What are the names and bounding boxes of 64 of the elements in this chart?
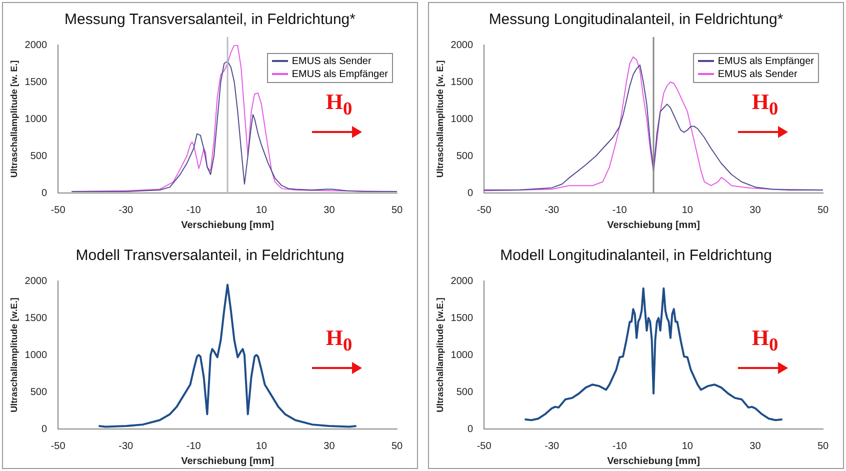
y-tick-label: 0 [41,424,48,435]
y-tick-label: 1500 [450,312,474,324]
x-tick-label: 10 [256,204,268,216]
annotation: H$_{0}$ [752,89,778,120]
x-tick-label: -30 [118,440,134,452]
x-tick-label: 50 [817,204,829,216]
y-tick-label: 0 [467,424,474,435]
legend-label: EMUS als Sender [716,68,798,81]
x-tick-label: 30 [750,440,762,452]
chart-title: Messung Transversalanteil, in Feldrichtung* [64,11,356,28]
x-tick-label: 30 [750,204,762,216]
y-tick-label: 1000 [450,114,474,125]
y-tick-label: 500 [30,386,48,398]
x-tick-label: 10 [256,440,268,452]
x-tick-label: 30 [324,440,336,452]
x-tick-label: -30 [544,204,560,216]
x-tick-label: -50 [50,440,66,452]
y-tick-label: 0 [41,188,48,199]
x-tick-label: -10 [186,204,202,216]
x-tick-label: 10 [682,440,694,452]
y-tick-label: 1000 [450,350,474,361]
legend-label: EMUS als Empfänger [290,68,388,81]
y-axis-title: Ultraschallamplitude [w.E.] [8,298,19,412]
x-axis-title: Verschiebung [mm] [607,220,700,231]
legend-label: EMUS als Empfänger [716,55,814,68]
y-tick-label: 2000 [24,40,48,51]
y-tick-label: 2000 [450,40,474,51]
y-tick-label: 1000 [24,350,48,361]
x-axis-title: Verschiebung [mm] [181,456,274,467]
x-tick-label: -30 [118,204,134,216]
x-tick-label: -10 [186,440,202,452]
y-tick-label: 500 [456,386,474,398]
y-axis-title: Ultraschallamplitude [w.E.] [434,298,445,412]
x-tick-label: -50 [50,204,66,216]
y-tick-label: 1500 [24,312,48,324]
chart-title: Modell Transversalanteil, in Feldrichtung [74,247,346,264]
x-axis-title: Verschiebung [mm] [607,456,700,467]
y-tick-label: 1500 [24,76,48,88]
chart-title: Modell Longitudinalanteil, in Feldrichtung [499,247,773,264]
annotation: H$_{0}$ [326,325,352,356]
x-axis-title: Verschiebung [mm] [181,220,274,231]
x-tick-label: 10 [682,204,694,216]
y-tick-label: 500 [30,150,48,162]
x-tick-label: 50 [817,440,829,452]
y-tick-label: 2000 [450,276,474,287]
x-tick-label: -50 [476,204,492,216]
y-tick-label: 500 [456,150,474,162]
x-tick-label: 30 [324,204,336,216]
x-tick-label: 50 [391,440,403,452]
y-tick-label: 0 [467,188,474,199]
x-tick-label: 50 [391,204,403,216]
y-axis-title: Ultraschallamplitude [w. E.] [434,60,445,178]
x-tick-label: -30 [544,440,560,452]
x-tick-label: -50 [476,440,492,452]
x-tick-label: -10 [612,440,628,452]
x-tick-label: -10 [612,204,628,216]
annotation: H$_{0}$ [752,325,778,356]
y-tick-label: 1500 [450,76,474,88]
chart-title: Messung Longitudinalanteil, in Feldrichtung* [488,11,784,28]
annotation: H$_{0}$ [326,89,352,120]
y-axis-title: Ultraschallamplitude [w. E.] [8,60,19,178]
y-tick-label: 1000 [24,114,48,125]
legend-label: EMUS als Sender [290,55,372,68]
y-tick-label: 2000 [24,276,48,287]
